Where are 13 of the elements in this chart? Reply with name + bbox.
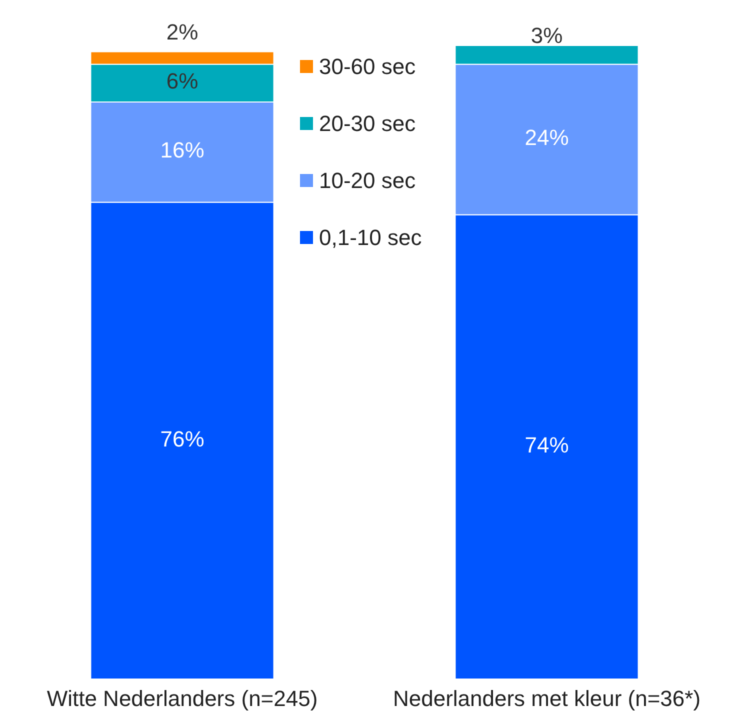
data-label: 6%: [166, 68, 198, 94]
data-label: 16%: [160, 138, 204, 163]
legend-label: 0,1-10 sec: [319, 224, 422, 250]
data-label: 74%: [524, 432, 569, 458]
legend-label: 30-60 sec: [319, 54, 416, 80]
legend-label: 20-30 sec: [319, 110, 416, 136]
data-label: 24%: [524, 125, 569, 150]
x-tick-label: Witte Nederlanders (n=245): [46, 686, 318, 711]
data-label: 2%: [166, 19, 198, 44]
data-label: 76%: [160, 426, 204, 452]
x-tick-label: Nederlanders met kleur (n=36*): [392, 686, 701, 711]
legend-label: 10-20 sec: [319, 168, 416, 194]
data-label: 3%: [530, 23, 563, 48]
